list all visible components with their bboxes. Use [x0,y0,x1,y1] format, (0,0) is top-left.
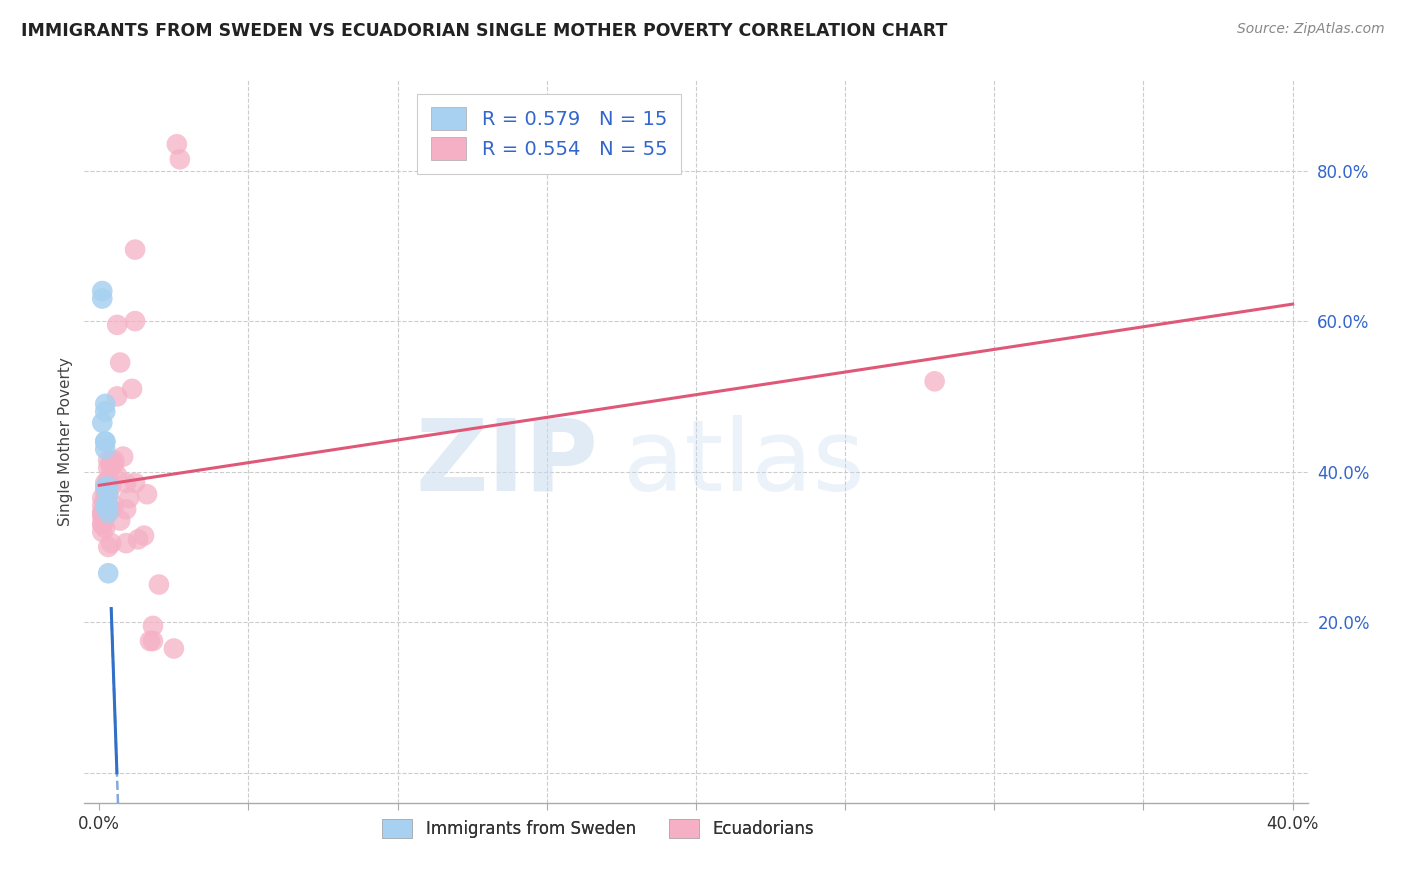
Point [97,506,120,520]
Text: Source: ZipAtlas.com: Source: ZipAtlas.com [1237,22,1385,37]
Point [91,499,114,513]
Point [94,502,117,516]
Point [97,480,120,494]
Point [94,442,117,456]
Point [97,540,120,554]
Point [163,641,186,656]
Point [91,416,114,430]
Point [94,404,117,418]
Point [91,509,114,524]
Y-axis label: Single Mother Poverty: Single Mother Poverty [58,357,73,526]
Point [97,499,120,513]
Point [124,475,146,490]
Point [136,487,159,501]
Point [91,524,114,539]
Point [100,457,122,471]
Point [115,536,138,550]
Point [94,483,117,498]
Point [100,502,122,516]
Point [115,502,138,516]
Point [100,480,122,494]
Point [91,517,114,532]
Point [94,434,117,449]
Point [100,536,122,550]
Point [121,382,143,396]
Text: atlas: atlas [623,415,865,512]
Point [112,450,135,464]
Point [91,506,114,520]
Point [142,619,165,633]
Point [924,375,946,389]
Point [94,499,117,513]
Point [132,528,155,542]
Point [103,453,125,467]
Point [94,509,117,524]
Point [148,577,170,591]
Point [94,521,117,535]
Text: IMMIGRANTS FROM SWEDEN VS ECUADORIAN SINGLE MOTHER POVERTY CORRELATION CHART: IMMIGRANTS FROM SWEDEN VS ECUADORIAN SIN… [21,22,948,40]
Point [127,533,149,547]
Point [124,243,146,257]
Point [115,475,138,490]
Point [139,634,162,648]
Point [103,457,125,471]
Point [105,318,128,332]
Point [94,491,117,505]
Point [103,499,125,513]
Point [169,153,191,167]
Point [166,137,188,152]
Point [91,284,114,298]
Point [94,502,117,516]
Point [91,491,114,505]
Point [94,480,117,494]
Point [97,487,120,501]
Point [97,566,120,581]
Point [108,514,131,528]
Point [108,355,131,369]
Point [124,314,146,328]
Point [91,506,114,520]
Point [97,453,120,467]
Point [91,292,114,306]
Point [118,491,141,505]
Point [142,634,165,648]
Point [94,434,117,449]
Point [91,517,114,532]
Text: ZIP: ZIP [415,415,598,512]
Point [94,475,117,490]
Point [94,397,117,411]
Point [97,499,120,513]
Point [97,461,120,475]
Point [105,389,128,403]
Point [100,453,122,467]
Point [100,461,122,475]
Legend: Immigrants from Sweden, Ecuadorians: Immigrants from Sweden, Ecuadorians [375,813,821,845]
Point [97,487,120,501]
Point [97,472,120,486]
Point [105,468,128,483]
